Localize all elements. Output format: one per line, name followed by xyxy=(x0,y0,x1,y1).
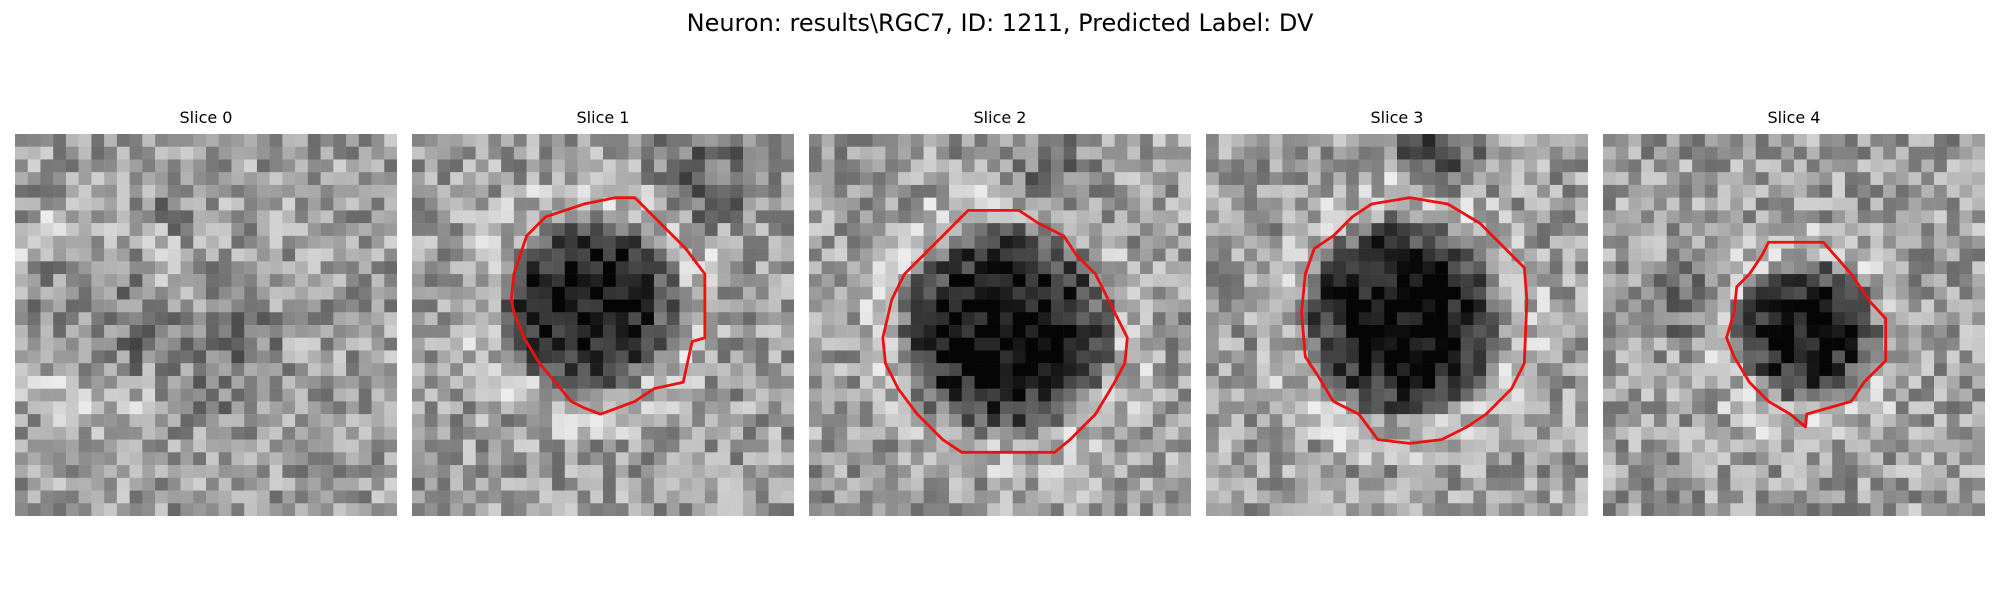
pixel-grid xyxy=(15,134,397,516)
pixel-grid xyxy=(809,134,1191,516)
slice-title: Slice 0 xyxy=(179,108,233,127)
slice-image xyxy=(1603,134,1985,516)
slice-image xyxy=(1206,134,1588,516)
slice-panel-2: Slice 2 xyxy=(809,108,1191,516)
slice-panel-0: Slice 0 xyxy=(15,108,397,516)
pixel-grid xyxy=(1603,134,1985,516)
slice-panel-1: Slice 1 xyxy=(412,108,794,516)
slice-title: Slice 3 xyxy=(1370,108,1424,127)
slice-image xyxy=(412,134,794,516)
slice-title: Slice 4 xyxy=(1767,108,1821,127)
slice-title: Slice 1 xyxy=(576,108,630,127)
figure-title: Neuron: results\RGC7, ID: 1211, Predicte… xyxy=(686,9,1314,37)
pixel-grid xyxy=(412,134,794,516)
roi-contour xyxy=(1725,240,1888,429)
roi-contour xyxy=(509,196,707,416)
slice-title: Slice 2 xyxy=(973,108,1027,127)
roi-contour xyxy=(1300,196,1529,445)
slice-panel-3: Slice 3 xyxy=(1206,108,1588,516)
slice-panel-4: Slice 4 xyxy=(1603,108,1985,516)
roi-contour xyxy=(881,208,1129,454)
slice-image xyxy=(809,134,1191,516)
slice-image xyxy=(15,134,397,516)
pixel-grid xyxy=(1206,134,1588,516)
